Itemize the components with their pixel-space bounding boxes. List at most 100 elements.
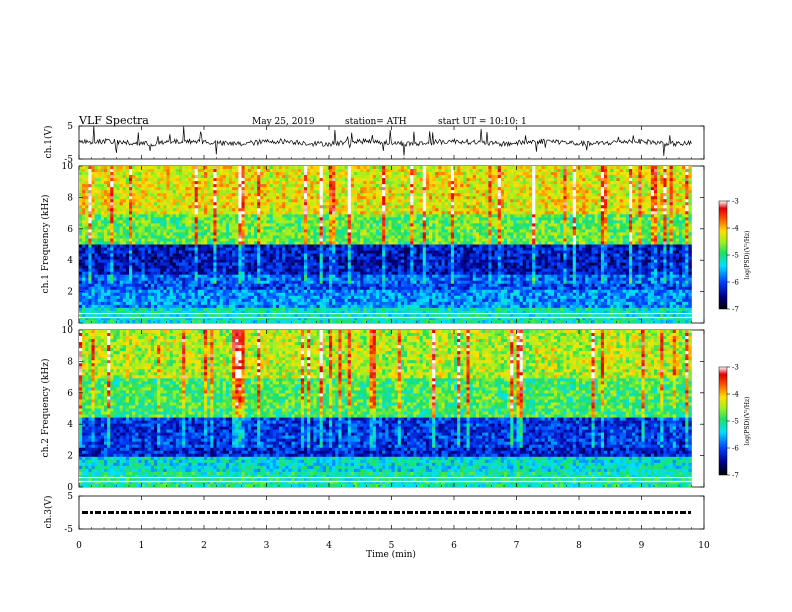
spectrogram-cell — [604, 172, 607, 175]
spectrogram-cell — [367, 235, 370, 238]
spectrogram-cell — [557, 208, 560, 211]
spectrogram-cell — [229, 169, 232, 172]
spectrogram-cell — [657, 187, 660, 190]
spectrogram-cell — [263, 184, 266, 187]
spectrogram-cell — [201, 196, 204, 199]
spectrogram-cell — [538, 238, 541, 241]
spectrogram-cell — [145, 181, 148, 184]
spectrogram-cell — [442, 178, 445, 181]
spectrogram-cell — [451, 172, 454, 175]
spectrogram-cell — [423, 187, 426, 190]
spectrogram-cell — [376, 187, 379, 190]
spectrogram-cell — [582, 175, 585, 178]
spectrogram-cell — [370, 229, 373, 232]
spectrogram-cell — [123, 178, 126, 181]
spectrogram-cell — [398, 199, 401, 202]
spectrogram-cell — [163, 211, 166, 214]
spectrogram-cell — [679, 226, 682, 229]
spectrogram-cell — [454, 238, 457, 241]
spectrogram-cell — [335, 181, 338, 184]
spectrogram-cell — [638, 175, 641, 178]
spectrogram-cell — [157, 166, 160, 169]
spectrogram-cell — [623, 178, 626, 181]
spectrogram-cell — [288, 241, 291, 244]
spectrogram-cell — [138, 199, 141, 202]
spectrogram-cell — [113, 196, 116, 199]
spectrogram-cell — [385, 214, 388, 217]
spectrogram-cell — [273, 226, 276, 229]
spectrogram-cell — [401, 187, 404, 190]
spectrogram-cell — [123, 175, 126, 178]
spectrogram-cell — [307, 226, 310, 229]
spectrogram-cell — [217, 187, 220, 190]
spectrogram-cell — [273, 199, 276, 202]
spectrogram-cell — [623, 238, 626, 241]
spectrogram-cell — [220, 187, 223, 190]
spectrogram-cell — [107, 220, 110, 223]
spectrogram-cell — [510, 208, 513, 211]
spectrogram-cell — [679, 187, 682, 190]
spectrogram-cell — [301, 235, 304, 238]
spectrogram-cell — [276, 211, 279, 214]
spectrogram-cell — [510, 187, 513, 190]
spectrogram-cell — [451, 184, 454, 187]
spectrogram-cell — [142, 199, 145, 202]
spectrogram-cell — [263, 181, 266, 184]
spectrogram-cell — [401, 232, 404, 235]
spectrogram-cell — [298, 178, 301, 181]
spectrogram-cell — [148, 223, 151, 226]
spectrogram-cell — [292, 193, 295, 196]
spectrogram-cell — [420, 220, 423, 223]
spectrogram-cell — [285, 241, 288, 244]
spectrogram-cell — [282, 190, 285, 193]
spectrogram-cell — [285, 205, 288, 208]
spectrogram-cell — [504, 199, 507, 202]
spectrogram-cell — [154, 166, 157, 169]
spectrogram-cell — [520, 229, 523, 232]
spectrogram-cell — [198, 220, 201, 223]
spectrogram-cell — [620, 217, 623, 220]
spectrogram-cell — [645, 190, 648, 193]
spectrogram-cell — [232, 196, 235, 199]
spectrogram-cell — [538, 166, 541, 169]
spectrogram-cell — [576, 205, 579, 208]
spectrogram-cell — [404, 229, 407, 232]
spectrogram-cell — [276, 169, 279, 172]
spectrogram-cell — [557, 184, 560, 187]
spectrogram-cell — [267, 220, 270, 223]
spectrogram-cell — [438, 178, 441, 181]
spectrogram-cell — [176, 226, 179, 229]
spectrogram-cell — [235, 220, 238, 223]
spectrogram-cell — [213, 202, 216, 205]
spectrogram-cell — [163, 223, 166, 226]
spectrogram-cell — [129, 166, 132, 169]
spectrogram-cell — [338, 187, 341, 190]
spectrogram-cell — [101, 178, 104, 181]
spectrogram-cell — [607, 229, 610, 232]
spectrogram-cell — [179, 235, 182, 238]
spectrogram-cell — [295, 181, 298, 184]
spectrogram-cell — [607, 169, 610, 172]
spectrogram-cell — [223, 193, 226, 196]
spectrogram-cell — [557, 178, 560, 181]
spectrogram-cell — [260, 202, 263, 205]
spectrogram-cell — [295, 166, 298, 169]
spectrogram-cell — [270, 220, 273, 223]
spectrogram-cell — [504, 223, 507, 226]
spectrogram-cell — [251, 208, 254, 211]
spectrogram-cell — [185, 214, 188, 217]
spectrogram-cell — [401, 175, 404, 178]
spectrogram-cell — [526, 193, 529, 196]
spectrogram-cell — [376, 214, 379, 217]
spectrogram-cell — [232, 220, 235, 223]
spectrogram-cell — [217, 205, 220, 208]
spectrogram-cell — [348, 184, 351, 187]
spectrogram-cell — [217, 241, 220, 244]
spectrogram-cell — [298, 205, 301, 208]
spectrogram-cell — [435, 217, 438, 220]
spectrogram-cell — [563, 223, 566, 226]
spectrogram-cell — [613, 238, 616, 241]
spectrogram-cell — [285, 172, 288, 175]
spectrogram-cell — [570, 187, 573, 190]
spectrogram-cell — [585, 178, 588, 181]
